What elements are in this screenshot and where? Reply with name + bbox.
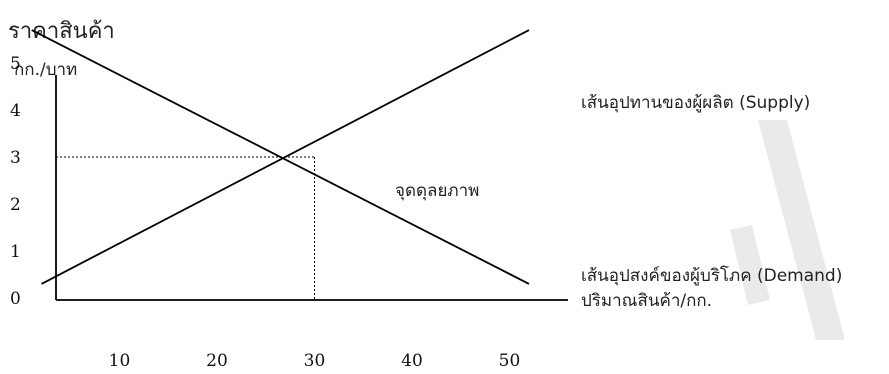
chart-title: ราคาสินค้า [8,19,115,44]
x-tick-label: 50 [499,351,521,371]
y-tick-label: 1 [10,242,21,262]
y-tick-label: 4 [10,101,21,121]
y-tick-label: 0 [10,289,21,309]
equilibrium-label: จุดดุลยภาพ [395,181,479,201]
demand-line [31,29,530,285]
x-axis-label: ปริมาณสินค้า/กก. [581,291,712,311]
x-tick-label: 30 [304,351,326,371]
supply-line [41,29,530,285]
supply-legend-label: เส้นอุปทานของผู้ผลิต (Supply) [581,93,810,113]
y-tick-labels: 0 1 2 3 4 5 [10,54,21,309]
x-tick-label: 10 [109,351,131,371]
x-tick-label: 20 [206,351,228,371]
y-axis-label: กก./บาท [14,60,77,80]
y-tick-label: 5 [10,54,21,74]
y-tick-label: 2 [10,195,21,215]
x-tick-label: 40 [401,351,423,371]
x-tick-labels: 10 20 30 40 50 [109,351,521,371]
watermark-shape [730,120,845,340]
y-tick-label: 3 [10,148,21,168]
demand-legend-label: เส้นอุปสงค์ของผู้บริโภค (Demand) [581,265,842,286]
